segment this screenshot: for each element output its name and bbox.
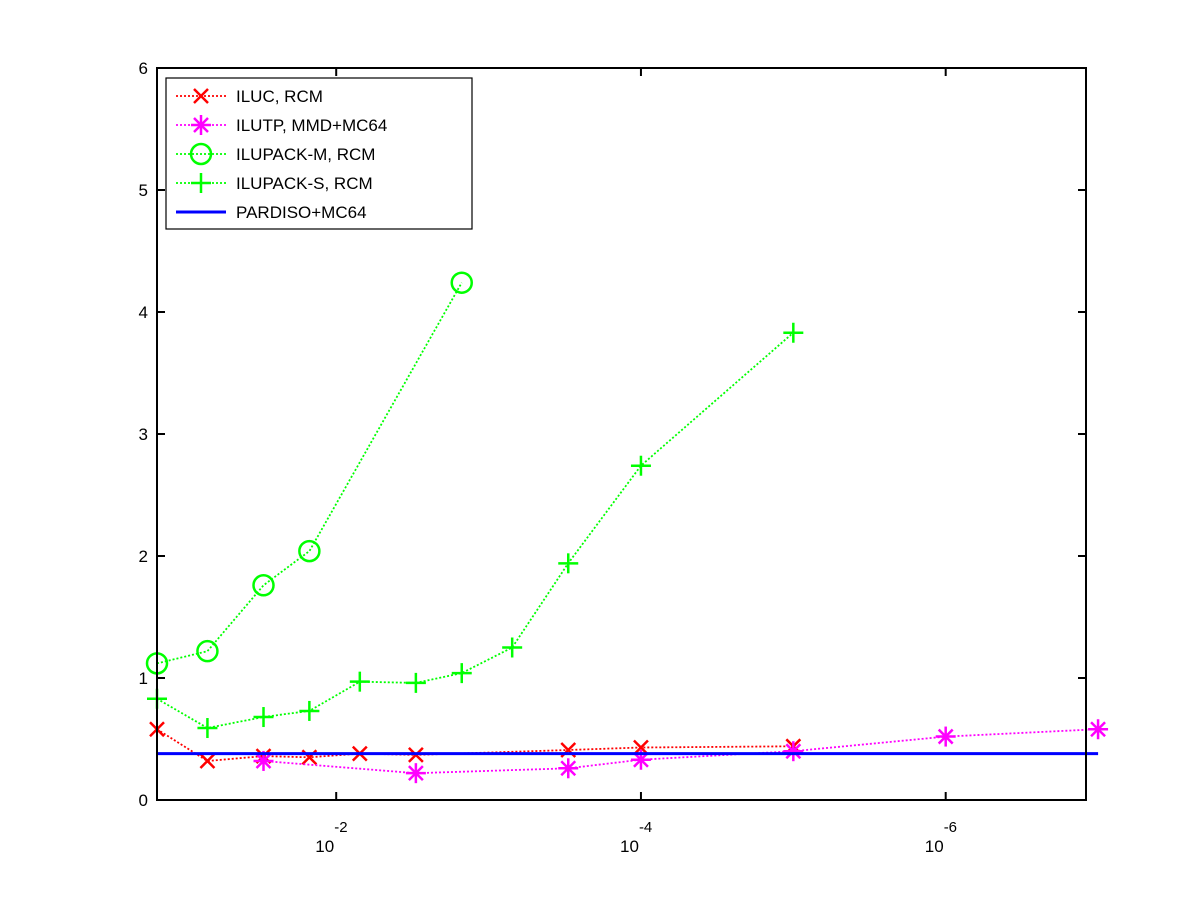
data-point (451, 663, 472, 684)
data-point (450, 271, 473, 294)
legend-entry: ILUPACK-M, RCM (176, 142, 375, 166)
series-line (263, 728, 1099, 775)
legend-entry: ILUC, RCM (176, 87, 323, 106)
data-point (349, 671, 370, 692)
legend-entry: ILUTP, MMD+MC64 (176, 115, 387, 135)
data-point (199, 753, 216, 769)
x-tick-label-base: 10 (315, 837, 334, 856)
series-3 (145, 271, 473, 675)
series-line (156, 728, 794, 762)
data-point (1088, 719, 1109, 740)
legend-entry: PARDISO+MC64 (176, 203, 367, 222)
legend-swatch-marker (191, 173, 211, 193)
data-point (558, 758, 579, 779)
series-line (156, 332, 794, 729)
x-tick-label-base: 10 (925, 837, 944, 856)
x-tick-label-exponent: -4 (639, 819, 652, 836)
data-point (502, 637, 523, 658)
series-1 (149, 721, 802, 769)
legend-entry: ILUPACK-S, RCM (176, 173, 373, 193)
x-tick-label-exponent: -6 (944, 819, 957, 836)
legend-label: ILUPACK-M, RCM (236, 145, 375, 164)
data-point (783, 322, 804, 343)
data-point (405, 763, 426, 784)
legend-swatch-marker (191, 115, 211, 135)
data-point (253, 707, 274, 728)
legend-label: ILUPACK-S, RCM (236, 174, 373, 193)
legend: ILUC, RCM ILUTP, MMD+MC64 ILUPACK-M, RCM IL… (165, 77, 473, 230)
legend-label: ILUTP, MMD+MC64 (236, 116, 387, 135)
legend-label: ILUC, RCM (236, 87, 323, 106)
x-tick-label-base: 10 (620, 837, 639, 856)
y-tick-label: 4 (139, 303, 148, 322)
legend-swatch-marker (189, 142, 213, 166)
y-tick-label: 1 (139, 669, 148, 688)
series-2 (253, 719, 1109, 784)
series-4 (147, 322, 804, 739)
y-tick-label: 5 (139, 181, 148, 200)
y-tick-label: 2 (139, 547, 148, 566)
y-tick-label: 6 (139, 59, 148, 78)
data-point (298, 539, 321, 563)
data-point (558, 553, 579, 574)
legend-label: PARDISO+MC64 (236, 203, 367, 222)
data-point (252, 574, 275, 597)
data-point (197, 718, 218, 739)
x-tick-label-exponent: -2 (334, 819, 347, 836)
data-point (405, 672, 426, 693)
legend-swatch-marker (193, 88, 209, 104)
data-point (299, 700, 320, 721)
data-point (196, 639, 219, 663)
y-tick-label: 3 (139, 425, 148, 444)
plot-area (145, 271, 1109, 784)
data-point (630, 455, 651, 476)
y-tick-label: 0 (139, 791, 148, 810)
series-line (156, 282, 463, 665)
data-point (783, 741, 804, 762)
data-point (253, 750, 274, 771)
data-point (935, 726, 956, 747)
